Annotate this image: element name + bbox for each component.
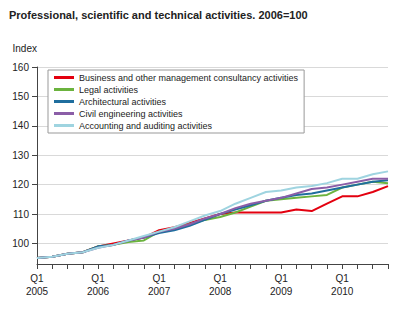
svg-text:Q1: Q1 (152, 273, 166, 284)
svg-text:Q1: Q1 (336, 273, 350, 284)
svg-text:2009: 2009 (270, 286, 293, 297)
svg-text:Q1: Q1 (275, 273, 289, 284)
svg-text:140: 140 (12, 120, 29, 131)
svg-text:160: 160 (12, 62, 29, 73)
svg-text:Architectural activities: Architectural activities (79, 97, 167, 107)
svg-text:Q1: Q1 (91, 273, 105, 284)
svg-text:Index: Index (13, 43, 37, 54)
svg-text:2008: 2008 (209, 286, 232, 297)
svg-text:2010: 2010 (331, 286, 354, 297)
svg-text:2007: 2007 (148, 286, 171, 297)
svg-text:Accounting and auditing activi: Accounting and auditing activities (79, 121, 213, 131)
svg-text:Civil engineering activities: Civil engineering activities (79, 109, 183, 119)
svg-text:Q1: Q1 (30, 273, 44, 284)
svg-text:2005: 2005 (26, 286, 49, 297)
svg-text:Q1: Q1 (213, 273, 227, 284)
svg-text:Professional, scientific and t: Professional, scientific and technical a… (9, 9, 308, 21)
svg-text:130: 130 (12, 150, 29, 161)
svg-text:2006: 2006 (87, 286, 110, 297)
svg-text:100: 100 (12, 238, 29, 249)
svg-text:150: 150 (12, 91, 29, 102)
svg-text:120: 120 (12, 179, 29, 190)
svg-text:110: 110 (13, 209, 29, 220)
svg-text:Legal activities: Legal activities (79, 85, 139, 95)
svg-text:Business and other management: Business and other management consultanc… (79, 73, 299, 83)
